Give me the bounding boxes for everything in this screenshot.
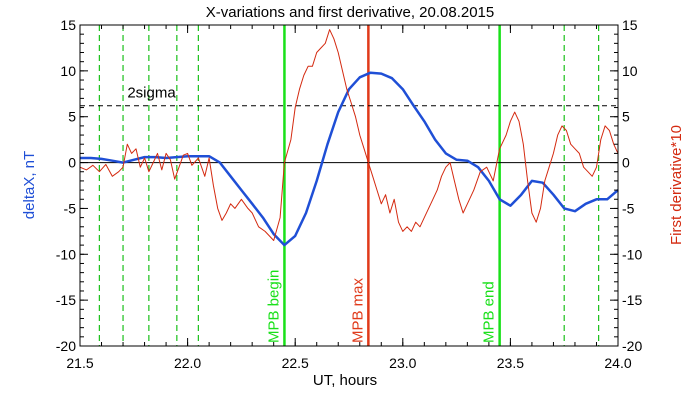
y-tick-label-left: -15 [56,292,76,308]
marker-label-mpb-begin: MPB begin [265,270,282,343]
plot-frame [79,24,619,347]
y-tick-label-left: -20 [56,338,76,354]
y-tick-label-left: 0 [68,155,76,171]
chart-title: X-variations and first derivative, 20.08… [206,4,495,21]
x-tick-label: 21.5 [66,355,93,371]
y-axis-label-right: First derivative*10 [668,125,685,245]
y-tick-label-right: -15 [622,292,642,308]
y-tick-label-right: -10 [622,246,642,262]
x-axis-ticks: 21.5 22.0 22.5 23.0 23.5 24.0 [66,25,632,371]
x-tick-label: 24.0 [604,355,631,371]
x-tick-label: 23.0 [389,355,416,371]
threshold-label: 2sigma [127,85,176,102]
y-tick-label-right: -5 [622,200,635,216]
y-tick-label-right: 15 [622,17,638,33]
y-tick-label-right: -20 [622,338,642,354]
x-tick-label: 22.5 [282,355,309,371]
y-tick-label-right: 5 [622,109,630,125]
y-axis-ticks: -20 -20 -15 -15 -10 -10 -5 -5 0 0 5 5 10 10 15 15 [56,17,643,354]
y-tick-label-right: 0 [622,155,630,171]
y-axis-label-left: deltaX, nT [21,151,38,219]
y-tick-label-left: 5 [68,109,76,125]
marker-label-mpb-end: MPB end [481,281,498,343]
series-line-derivative [79,29,619,241]
y-tick-label-left: 15 [60,17,76,33]
y-tick-label-left: -10 [56,246,76,262]
y-tick-label-left: 10 [60,63,76,79]
marker-label-mpb-max: MPB max [349,277,366,343]
y-tick-label-left: -5 [64,200,77,216]
x-tick-label: 22.0 [174,355,201,371]
x-axis-label: UT, hours [313,372,377,389]
y-tick-label-right: 10 [622,63,638,79]
plot-area: MPB begin MPB max MPB end 2sigma 21.5 22.0 22.… [56,17,643,371]
x-tick-label: 23.5 [497,355,524,371]
